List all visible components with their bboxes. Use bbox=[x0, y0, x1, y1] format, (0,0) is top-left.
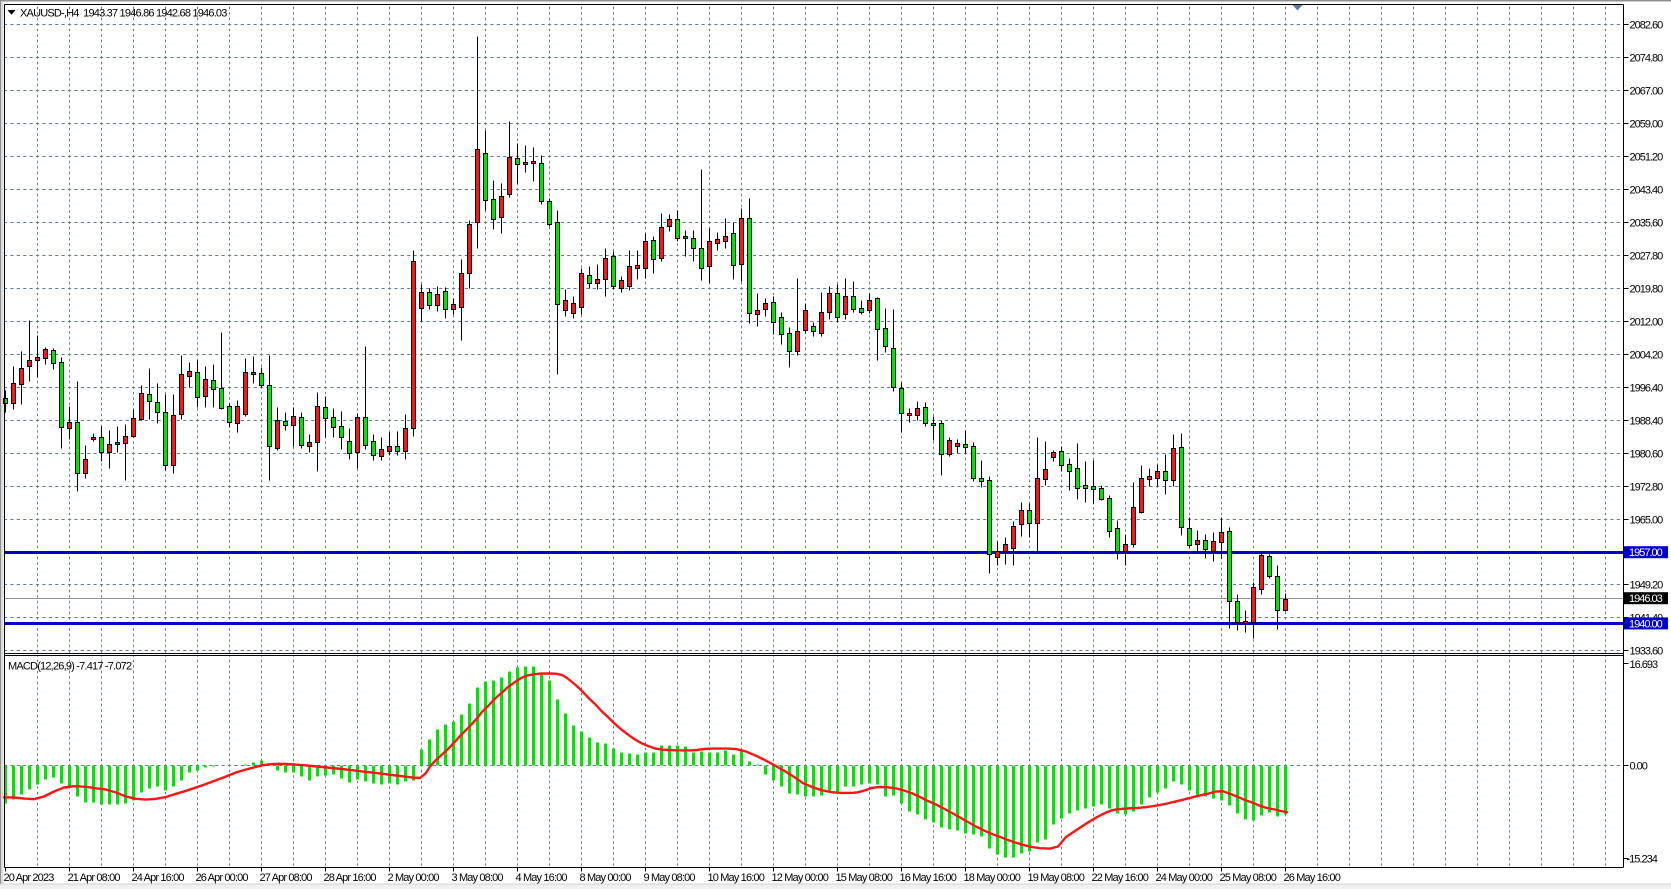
svg-text:0.00: 0.00 bbox=[1630, 761, 1648, 773]
svg-text:27 Apr 08:00: 27 Apr 08:00 bbox=[260, 872, 313, 884]
svg-text:MACD(12,26,9) -7.417 -7.072: MACD(12,26,9) -7.417 -7.072 bbox=[8, 661, 132, 673]
svg-text:2019.80: 2019.80 bbox=[1630, 284, 1664, 296]
svg-text:2067.00: 2067.00 bbox=[1630, 86, 1664, 98]
svg-text:21 Apr 08:00: 21 Apr 08:00 bbox=[68, 872, 121, 884]
svg-text:15 May 08:00: 15 May 08:00 bbox=[836, 872, 893, 884]
svg-text:12 May 00:00: 12 May 00:00 bbox=[772, 872, 829, 884]
svg-text:10 May 16:00: 10 May 16:00 bbox=[708, 872, 765, 884]
svg-text:2082.60: 2082.60 bbox=[1630, 20, 1664, 32]
svg-text:3 May 08:00: 3 May 08:00 bbox=[452, 872, 504, 884]
svg-text:18 May 00:00: 18 May 00:00 bbox=[964, 872, 1021, 884]
svg-text:1988.40: 1988.40 bbox=[1630, 416, 1664, 428]
svg-text:24 May 00:00: 24 May 00:00 bbox=[1156, 872, 1213, 884]
svg-text:-15.234: -15.234 bbox=[1627, 854, 1658, 866]
svg-text:4 May 16:00: 4 May 16:00 bbox=[516, 872, 568, 884]
svg-text:1940.00: 1940.00 bbox=[1629, 618, 1663, 630]
svg-text:16.693: 16.693 bbox=[1630, 659, 1659, 671]
svg-text:1972.80: 1972.80 bbox=[1630, 482, 1664, 494]
svg-text:19 May 08:00: 19 May 08:00 bbox=[1028, 872, 1085, 884]
svg-text:20 Apr 2023: 20 Apr 2023 bbox=[4, 872, 55, 884]
svg-text:24 Apr 16:00: 24 Apr 16:00 bbox=[132, 872, 185, 884]
svg-text:2043.40: 2043.40 bbox=[1630, 185, 1664, 197]
svg-text:1949.20: 1949.20 bbox=[1630, 580, 1664, 592]
svg-text:26 Apr 00:00: 26 Apr 00:00 bbox=[196, 872, 249, 884]
svg-text:1965.00: 1965.00 bbox=[1630, 515, 1664, 527]
svg-text:1933.60: 1933.60 bbox=[1630, 646, 1664, 658]
svg-text:1980.60: 1980.60 bbox=[1630, 449, 1664, 461]
svg-text:26 May 16:00: 26 May 16:00 bbox=[1284, 872, 1341, 884]
svg-text:1996.40: 1996.40 bbox=[1630, 383, 1664, 395]
svg-text:2051.20: 2051.20 bbox=[1630, 152, 1664, 164]
svg-text:2 May 00:00: 2 May 00:00 bbox=[388, 872, 440, 884]
svg-text:2035.60: 2035.60 bbox=[1630, 218, 1664, 230]
svg-text:9 May 08:00: 9 May 08:00 bbox=[644, 872, 696, 884]
svg-text:2027.80: 2027.80 bbox=[1630, 251, 1664, 263]
svg-text:XAUUSD-,H4 1943.37 1946.86 19: XAUUSD-,H4 1943.37 1946.86 1942.68 1946.… bbox=[20, 8, 227, 20]
svg-text:16 May 16:00: 16 May 16:00 bbox=[900, 872, 957, 884]
svg-text:22 May 16:00: 22 May 16:00 bbox=[1092, 872, 1149, 884]
svg-text:1946.03: 1946.03 bbox=[1629, 593, 1663, 605]
svg-text:2004.20: 2004.20 bbox=[1630, 350, 1664, 362]
svg-text:1957.00: 1957.00 bbox=[1629, 547, 1663, 559]
svg-text:8 May 00:00: 8 May 00:00 bbox=[580, 872, 632, 884]
svg-text:2074.80: 2074.80 bbox=[1630, 53, 1664, 65]
svg-text:2059.00: 2059.00 bbox=[1630, 119, 1664, 131]
svg-text:28 Apr 16:00: 28 Apr 16:00 bbox=[324, 872, 377, 884]
svg-text:2012.00: 2012.00 bbox=[1630, 317, 1664, 329]
svg-text:25 May 08:00: 25 May 08:00 bbox=[1220, 872, 1277, 884]
